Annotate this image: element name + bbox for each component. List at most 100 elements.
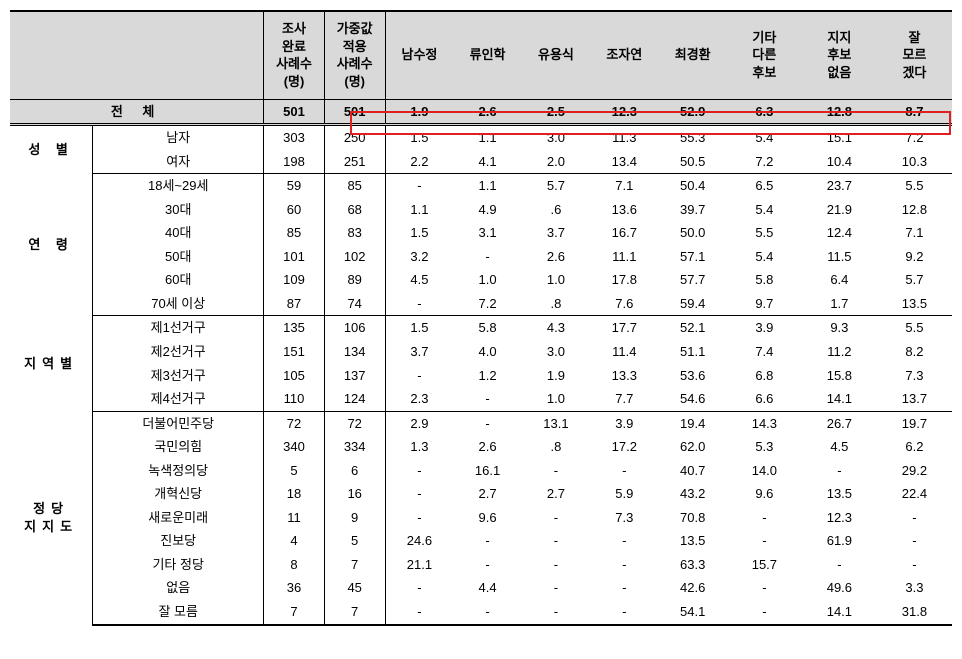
data-cell: 3.0 bbox=[522, 340, 590, 364]
data-cell: 14.1 bbox=[802, 387, 877, 411]
header-other-candidate: 기타다른후보 bbox=[727, 11, 802, 99]
table-row: 정당지지도더불어민주당72722.9-13.13.919.414.326.719… bbox=[10, 411, 952, 435]
table-row: 진보당4524.6---13.5-61.9- bbox=[10, 529, 952, 553]
data-cell: - bbox=[385, 600, 453, 625]
data-cell: 6.2 bbox=[877, 435, 952, 459]
data-cell: 19.4 bbox=[659, 411, 727, 435]
survey-count: 109 bbox=[264, 268, 325, 292]
data-cell: 1.1 bbox=[453, 125, 521, 150]
total-d8: 8.7 bbox=[877, 99, 952, 125]
data-cell: 43.2 bbox=[659, 482, 727, 506]
weighted-count: 89 bbox=[324, 268, 385, 292]
data-cell: 16.1 bbox=[453, 459, 521, 483]
sub-label: 잘 모름 bbox=[93, 600, 264, 625]
data-cell: 7.7 bbox=[590, 387, 658, 411]
total-label: 전 체 bbox=[10, 99, 264, 125]
survey-count: 87 bbox=[264, 292, 325, 316]
data-cell: 31.8 bbox=[877, 600, 952, 625]
group-label: 지역별 bbox=[10, 316, 93, 411]
sub-label: 없음 bbox=[93, 576, 264, 600]
table-row: 70세 이상8774-7.2.87.659.49.71.713.5 bbox=[10, 292, 952, 316]
data-cell: 39.7 bbox=[659, 198, 727, 222]
data-cell: 7.2 bbox=[727, 150, 802, 174]
data-cell: 17.2 bbox=[590, 435, 658, 459]
weighted-count: 7 bbox=[324, 600, 385, 625]
data-cell: 3.2 bbox=[385, 245, 453, 269]
data-cell: .8 bbox=[522, 292, 590, 316]
survey-count: 303 bbox=[264, 125, 325, 150]
total-d5: 52.9 bbox=[659, 99, 727, 125]
data-cell: 15.1 bbox=[802, 125, 877, 150]
data-cell: 12.3 bbox=[802, 506, 877, 530]
data-cell: 13.5 bbox=[659, 529, 727, 553]
group-label: 정당지지도 bbox=[10, 411, 93, 624]
data-cell: 13.3 bbox=[590, 364, 658, 388]
data-cell: 3.0 bbox=[522, 125, 590, 150]
survey-crosstab-table: 조사완료사례수(명) 가중값적용사례수(명) 남수정 류인학 유용식 조자연 최… bbox=[10, 10, 952, 626]
table-row: 40대85831.53.13.716.750.05.512.47.1 bbox=[10, 221, 952, 245]
weighted-count: 45 bbox=[324, 576, 385, 600]
table-row: 여자1982512.24.12.013.450.57.210.410.3 bbox=[10, 150, 952, 174]
total-d6: 6.3 bbox=[727, 99, 802, 125]
weighted-count: 68 bbox=[324, 198, 385, 222]
data-cell: - bbox=[453, 553, 521, 577]
data-cell: 11.4 bbox=[590, 340, 658, 364]
table-row: 60대109894.51.01.017.857.75.86.45.7 bbox=[10, 268, 952, 292]
weighted-count: 74 bbox=[324, 292, 385, 316]
data-cell: 7.1 bbox=[590, 174, 658, 198]
survey-count: 5 bbox=[264, 459, 325, 483]
data-cell: 54.1 bbox=[659, 600, 727, 625]
data-cell: 13.6 bbox=[590, 198, 658, 222]
data-cell: 4.0 bbox=[453, 340, 521, 364]
data-cell: 5.3 bbox=[727, 435, 802, 459]
data-cell: 9.3 bbox=[802, 316, 877, 340]
data-cell: 55.3 bbox=[659, 125, 727, 150]
survey-count: 18 bbox=[264, 482, 325, 506]
data-cell: - bbox=[877, 553, 952, 577]
data-cell: 1.2 bbox=[453, 364, 521, 388]
sub-label: 더불어민주당 bbox=[93, 411, 264, 435]
data-cell: - bbox=[385, 576, 453, 600]
data-cell: 15.7 bbox=[727, 553, 802, 577]
data-cell: 17.8 bbox=[590, 268, 658, 292]
sub-label: 제1선거구 bbox=[93, 316, 264, 340]
data-cell: 2.7 bbox=[522, 482, 590, 506]
data-cell: 50.4 bbox=[659, 174, 727, 198]
table-row: 지역별제1선거구1351061.55.84.317.752.13.99.35.5 bbox=[10, 316, 952, 340]
survey-count: 11 bbox=[264, 506, 325, 530]
data-cell: - bbox=[385, 482, 453, 506]
header-blank bbox=[10, 11, 264, 99]
data-cell: - bbox=[453, 411, 521, 435]
sub-label: 30대 bbox=[93, 198, 264, 222]
data-cell: - bbox=[802, 553, 877, 577]
data-cell: 9.2 bbox=[877, 245, 952, 269]
data-cell: 5.8 bbox=[453, 316, 521, 340]
data-cell: 3.1 bbox=[453, 221, 521, 245]
weighted-count: 9 bbox=[324, 506, 385, 530]
table-row: 30대60681.14.9.613.639.75.421.912.8 bbox=[10, 198, 952, 222]
data-cell: - bbox=[727, 576, 802, 600]
table-row: 녹색정의당56-16.1--40.714.0-29.2 bbox=[10, 459, 952, 483]
survey-count: 4 bbox=[264, 529, 325, 553]
data-cell: 10.3 bbox=[877, 150, 952, 174]
data-cell: 4.3 bbox=[522, 316, 590, 340]
survey-count: 340 bbox=[264, 435, 325, 459]
data-cell: 11.1 bbox=[590, 245, 658, 269]
data-cell: 53.6 bbox=[659, 364, 727, 388]
data-cell: 1.7 bbox=[802, 292, 877, 316]
data-cell: - bbox=[802, 459, 877, 483]
data-cell: 5.7 bbox=[877, 268, 952, 292]
data-cell: 16.7 bbox=[590, 221, 658, 245]
survey-count: 36 bbox=[264, 576, 325, 600]
data-cell: 4.5 bbox=[385, 268, 453, 292]
data-cell: - bbox=[590, 529, 658, 553]
data-cell: 5.5 bbox=[727, 221, 802, 245]
data-cell: 1.5 bbox=[385, 316, 453, 340]
data-cell: 3.9 bbox=[727, 316, 802, 340]
data-cell: 5.5 bbox=[877, 316, 952, 340]
data-cell: 57.7 bbox=[659, 268, 727, 292]
table-container: 조사완료사례수(명) 가중값적용사례수(명) 남수정 류인학 유용식 조자연 최… bbox=[10, 10, 952, 626]
data-cell: 54.6 bbox=[659, 387, 727, 411]
data-cell: 11.2 bbox=[802, 340, 877, 364]
survey-count: 198 bbox=[264, 150, 325, 174]
